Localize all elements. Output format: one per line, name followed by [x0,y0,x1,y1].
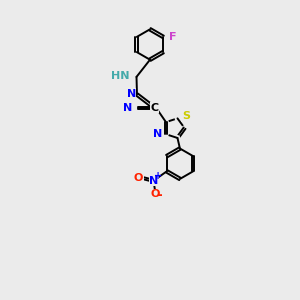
Text: N: N [153,129,162,139]
Text: -: - [157,188,162,202]
Text: HN: HN [111,71,130,81]
Text: O: O [151,189,160,199]
Text: N: N [149,176,159,186]
Text: +: + [154,171,162,181]
Text: O: O [134,173,143,183]
Text: N: N [123,103,132,112]
Text: N: N [127,89,136,99]
Text: F: F [169,32,177,42]
Text: C: C [151,103,159,112]
Text: S: S [182,111,190,122]
